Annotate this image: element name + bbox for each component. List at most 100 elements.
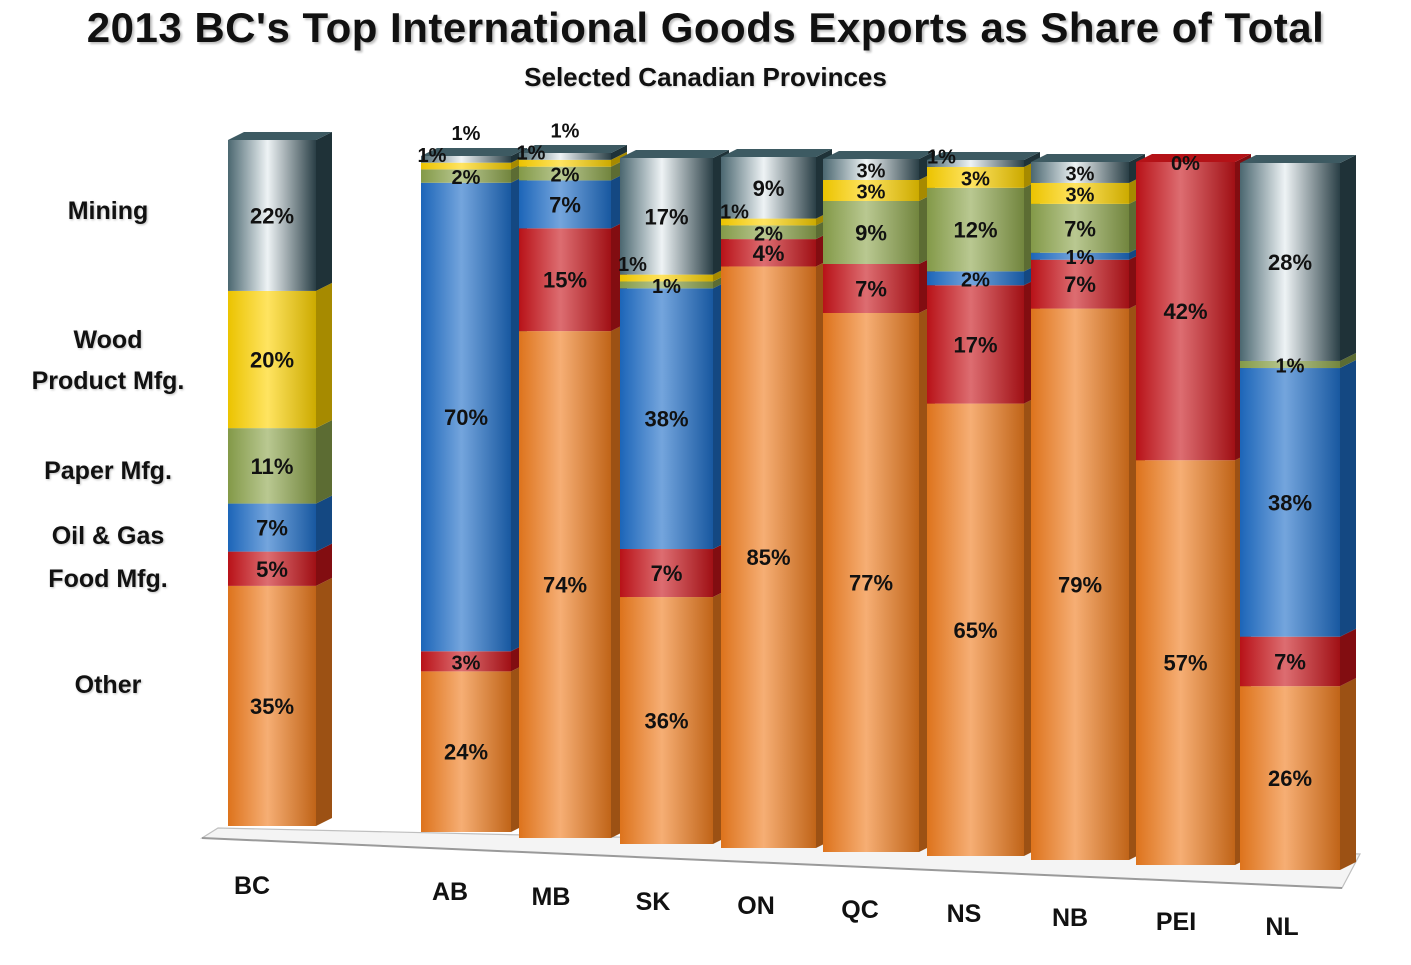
data-label-nl-food-mfg: 7% [1274,649,1306,674]
bar-segment-nl-food-mfg [1240,636,1340,687]
bar-segment-nl-oil-gas [1240,368,1340,637]
x-axis-line [201,837,1343,889]
data-label-ns-mining: 1% [927,146,956,168]
bar-segment-on-mining [721,157,816,219]
bar-side-nl-paper-mfg [1340,352,1356,369]
bar-side-mb-mining [611,145,627,160]
data-label-qc-other: 77% [849,571,893,596]
data-label-nl-paper-mfg: 1% [1276,355,1305,377]
bar-top-on [721,149,832,157]
legend-label-food: Food Mfg. [48,565,168,593]
x-tick-qc: QC [841,896,879,924]
data-label-bc-oil-gas: 7% [256,516,288,541]
data-label-mb-paper-mfg: 2% [551,165,580,187]
bar-side-nl-mining [1340,155,1356,361]
bar-segment-qc-other [823,313,919,852]
bar-segment-on-wood-product-mfg [721,218,816,226]
bar-side-nl-other [1340,678,1356,870]
data-label-sk-other: 36% [644,709,688,734]
bar-on: 85% 4%2%1%9% [720,149,832,848]
chart-floor [200,827,1361,889]
bar-side-bc-mining [316,132,332,291]
bar-segment-mb-oil-gas [519,180,611,229]
bar-top-ns [927,152,1040,160]
data-label-qc-food-mfg: 7% [855,277,887,302]
bar-side-ns-mining [1024,152,1040,167]
data-label-ab-paper-mfg: 2% [452,167,481,189]
legend-label-other: Other [74,671,142,699]
bar-segment-qc-food-mfg [823,264,919,313]
legend-label-paper: Paper Mfg. [44,457,172,485]
bar-segment-bc-food-mfg [228,551,316,586]
bar-segment-mb-wood-product-mfg [519,159,611,167]
data-label-ab-wood-product-mfg: 1% [418,145,447,167]
bar-side-nl-oil-gas [1340,360,1356,637]
bar-segment-pei-food-mfg [1136,162,1235,461]
bar-side-bc-paper-mfg [316,420,332,504]
bar-segment-ns-mining [927,160,1024,167]
data-label-ns-food-mfg: 17% [953,332,997,357]
x-tick-mb: MB [532,883,571,911]
data-label-nb-oil-gas: 1% [1066,247,1095,269]
data-label-nb-other: 79% [1058,572,1102,597]
bar-segment-nb-wood-product-mfg [1031,182,1129,204]
bar-segment-ab-other [421,671,511,832]
bar-segment-ab-paper-mfg [421,169,511,183]
bar-segment-ns-wood-product-mfg [927,166,1024,188]
bar-segment-qc-paper-mfg [823,201,919,264]
bar-segment-qc-wood-product-mfg [823,180,919,201]
bar-segment-pei-other [1136,460,1235,865]
bar-segment-sk-other [620,597,713,844]
bar-sk: 36% 7% 38% 1%1% 17% [618,150,729,844]
bar-nb: 79% 7% 1% 7% 3%3% [1031,154,1145,861]
bar-segment-nl-mining [1240,163,1340,361]
data-label-mb-other: 74% [543,573,587,598]
bar-segment-ab-food-mfg [421,651,511,672]
data-label-nl-mining: 28% [1268,250,1312,275]
bar-segment-nb-oil-gas [1031,252,1129,260]
data-label-mb-food-mfg: 15% [543,268,587,293]
bar-top-sk [620,150,729,158]
bar-segment-bc-oil-gas [228,503,316,552]
x-tick-sk: SK [636,888,671,916]
x-axis-ticks: BC AB MB SK ON QC NS NB PEI NL [234,872,1299,941]
bar-segment-sk-paper-mfg [620,281,713,289]
bar-segment-nb-food-mfg [1031,259,1129,309]
bar-segment-ab-wood-product-mfg [421,162,511,170]
bar-top-ab [421,148,527,156]
bar-segment-ns-paper-mfg [927,187,1024,272]
bar-nl: 26% 7% 38% 1% 28% [1240,155,1356,870]
data-label-sk-food-mfg: 7% [651,561,683,586]
data-label-on-wood-product-mfg: 1% [720,201,749,223]
bar-top-nb [1031,154,1145,162]
bar-segment-sk-oil-gas [620,288,713,550]
data-label-mb-mining: 1% [551,121,580,143]
data-label-ns-wood-product-mfg: 3% [961,168,990,190]
data-label-nl-oil-gas: 38% [1268,490,1312,515]
bar-top-pei [1136,154,1251,162]
data-label-qc-wood-product-mfg: 3% [857,182,886,204]
bar-qc: 77% 7% 9% 3%3% [823,151,935,852]
bar-segment-nb-paper-mfg [1031,203,1129,253]
data-label-nb-paper-mfg: 7% [1064,216,1096,241]
x-tick-ns: NS [947,900,982,928]
data-label-pei-food-mfg: 42% [1163,299,1207,324]
legend-label-mining: Mining [67,197,149,225]
data-label-mb-oil-gas: 7% [549,192,581,217]
bar-pei: 57% 42% 0% [1136,153,1251,865]
data-label-sk-oil-gas: 38% [644,407,688,432]
bar-segment-mb-mining [519,153,611,160]
data-label-pei-mining: 0% [1171,153,1200,175]
bar-segment-bc-mining [228,140,316,291]
x-tick-pei: PEI [1156,908,1196,936]
bar-ab: 24%3%70%2%1%1% [418,123,527,832]
data-label-ab-food-mfg: 3% [452,652,481,674]
bar-side-bc-food-mfg [316,543,332,586]
bar-segment-mb-other [519,331,611,838]
data-label-ns-oil-gas: 2% [961,269,990,291]
bar-segment-ns-other [927,403,1024,856]
bar-top-qc [823,151,935,159]
category-legend: Mining Wood Product Mfg. Paper Mfg. Oil … [0,0,210,965]
data-label-ab-other: 24% [444,740,488,765]
data-label-nb-food-mfg: 7% [1064,272,1096,297]
